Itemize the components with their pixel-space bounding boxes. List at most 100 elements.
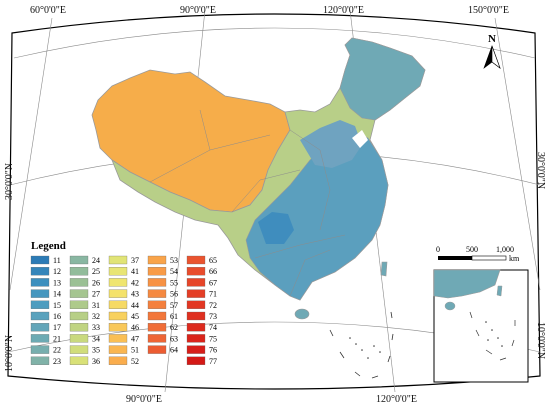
legend-label: 61 [170, 312, 178, 321]
legend-swatch [186, 356, 206, 365]
legend-label: 73 [209, 312, 217, 321]
legend-label: 21 [53, 334, 61, 343]
legend-label: 36 [92, 357, 100, 366]
legend-label: 33 [92, 323, 100, 332]
legend-label: 52 [131, 357, 139, 366]
coord-top-120e: 120°0'0"E [323, 5, 364, 16]
legend-label: 65 [209, 256, 217, 265]
legend-swatch [147, 300, 167, 309]
legend-swatch [147, 323, 167, 332]
legend-label: 34 [92, 334, 100, 343]
boundary-line [289, 249, 331, 297]
legend-swatch [69, 300, 89, 309]
scale-tick-1000: 1,000 [496, 245, 514, 254]
legend: Legend 11 12 13 14 15 16 17 21 22 23 24 25 26 27 31 32 3… [30, 240, 217, 366]
region-north-plain [300, 120, 362, 168]
coord-right-30n: 30°0'0"N [535, 152, 546, 189]
parallel-50n [13, 27, 536, 59]
island-dot [379, 351, 381, 353]
island-dot [361, 349, 363, 351]
dash [469, 311, 473, 319]
coord-top-60e: 60°0'0"E [30, 5, 66, 16]
dash [390, 311, 393, 319]
province-boundaries [149, 109, 346, 297]
legend-label: 66 [209, 267, 217, 276]
dash [371, 375, 379, 379]
island-dot [373, 345, 375, 347]
boundary-line [231, 169, 301, 213]
legend-swatch [108, 356, 128, 365]
inset-taiwan [496, 285, 503, 297]
inset-dash-line [469, 311, 516, 361]
legend-swatch [186, 334, 206, 343]
taiwan-island [380, 261, 388, 277]
legend-swatch [69, 334, 89, 343]
island-dot [485, 321, 487, 323]
legend-swatch [30, 267, 50, 276]
legend-swatch [147, 267, 167, 276]
boundary-line [199, 109, 211, 151]
legend-swatch [108, 289, 128, 298]
legend-label: 37 [131, 256, 139, 265]
legend-swatch [30, 323, 50, 332]
coord-left-10n: 10°0'0"N [4, 335, 15, 372]
legend-label: 44 [131, 301, 139, 310]
legend-swatch [69, 356, 89, 365]
legend-swatch [69, 289, 89, 298]
inset-map [433, 269, 529, 383]
region-northeast [339, 37, 426, 121]
legend-label: 32 [92, 312, 100, 321]
north-arrow-label: N [488, 33, 496, 45]
legend-label: 62 [170, 323, 178, 332]
dash [329, 329, 334, 337]
legend-swatch [30, 345, 50, 354]
legend-label: 46 [131, 323, 139, 332]
legend-label: 51 [131, 346, 139, 355]
bohai-sea [352, 130, 368, 148]
legend-label: 15 [53, 301, 61, 310]
legend-swatch [108, 267, 128, 276]
scale-segment-black [438, 256, 472, 260]
legend-label: 57 [170, 301, 178, 310]
legend-label: 43 [131, 290, 139, 299]
legend-label: 77 [209, 357, 217, 366]
scale-tick-500: 500 [466, 245, 478, 254]
coord-bottom-90e: 90°0'0"E [126, 394, 162, 405]
legend-swatch [108, 334, 128, 343]
hainan-island [294, 308, 310, 320]
legend-swatch [108, 311, 128, 321]
legend-swatch [147, 289, 167, 298]
legend-swatch [69, 311, 89, 321]
legend-swatch [108, 345, 128, 354]
legend-swatch [186, 311, 206, 321]
legend-swatch [186, 345, 206, 354]
dash [485, 349, 493, 355]
legend-label: 45 [131, 312, 139, 321]
legend-label: 47 [131, 334, 139, 343]
legend-swatch [186, 300, 206, 309]
inset-mainland [433, 269, 501, 299]
island-dot [349, 337, 351, 339]
legend-swatch [186, 323, 206, 332]
legend-swatch [186, 289, 206, 298]
coord-right-10n: 10°0'0"N [535, 322, 546, 359]
legend-label: 55 [170, 278, 178, 287]
legend-label: 53 [170, 256, 178, 265]
nine-dash-line [329, 311, 394, 379]
legend-label: 17 [53, 323, 61, 332]
island-dot [491, 329, 493, 331]
legend-swatch [147, 311, 167, 321]
dash [387, 355, 391, 363]
legend-label: 41 [131, 267, 139, 276]
legend-swatch [69, 278, 89, 287]
legend-label: 26 [92, 278, 100, 287]
legend-label: 24 [92, 256, 100, 265]
island-dot [367, 357, 369, 359]
legend-label: 72 [209, 301, 217, 310]
legend-swatch [30, 334, 50, 343]
legend-label: 74 [209, 323, 217, 332]
south-sea-islands [349, 337, 381, 359]
legend-swatch [147, 278, 167, 287]
